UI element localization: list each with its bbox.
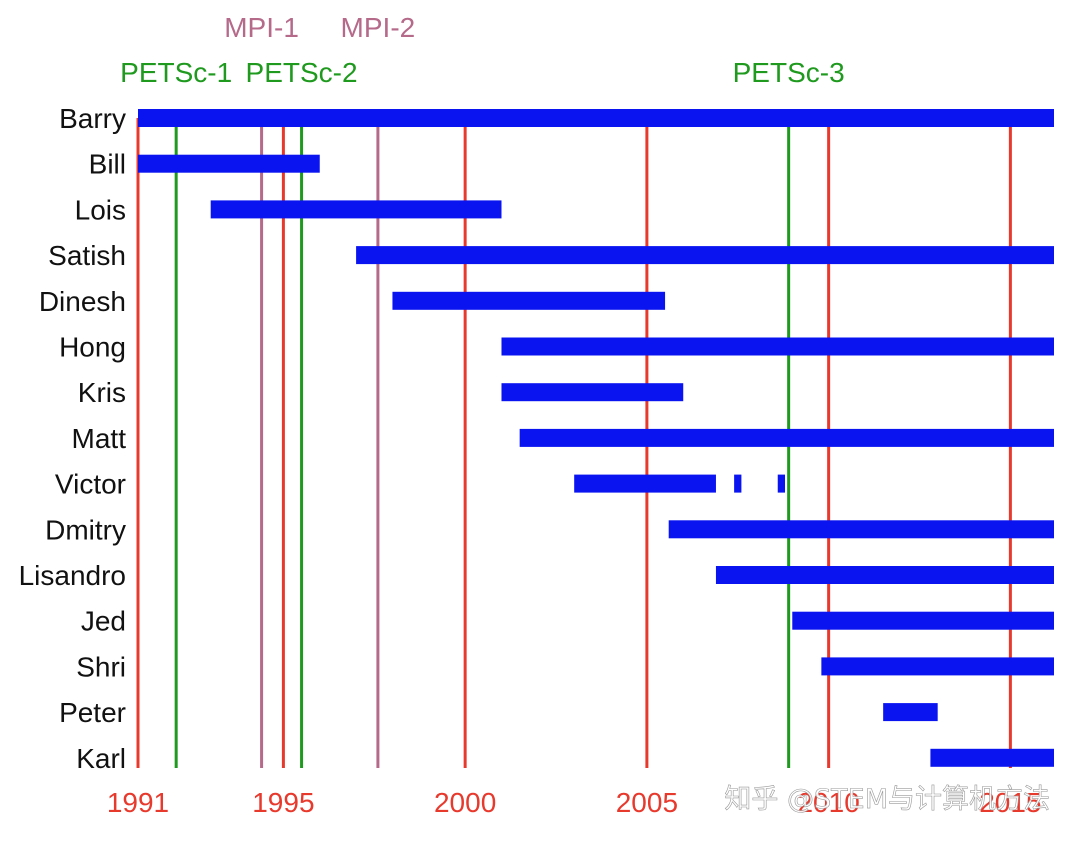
bar-jed xyxy=(792,611,1054,630)
bar-barry xyxy=(138,109,1054,127)
person-label: Jed xyxy=(81,606,126,637)
bar-satish xyxy=(356,246,1055,265)
year-tick-label: 2005 xyxy=(616,787,678,818)
person-label: Satish xyxy=(48,240,126,271)
bar-dinesh xyxy=(392,291,666,310)
person-label: Hong xyxy=(59,332,126,363)
year-tick-labels-group: 1991 1995 2000 2005 2010 2015 xyxy=(107,787,1042,818)
event-label-petsc-3: PETSc-3 xyxy=(733,57,845,88)
watermark-text: 知乎 @STEM与计算机方法 xyxy=(724,784,1050,815)
person-label: Lisandro xyxy=(19,560,126,591)
bar-hong xyxy=(501,337,1054,356)
bar-lisandro xyxy=(715,566,1054,584)
event-label-mpi-2: MPI-2 xyxy=(341,12,416,43)
person-label: Matt xyxy=(72,423,127,454)
person-label: Peter xyxy=(59,697,126,728)
bars-group xyxy=(138,109,1055,767)
bar-matt xyxy=(519,428,1054,447)
year-tick-label: 2015 xyxy=(979,787,1041,818)
event-label-petsc-1: PETSc-1 xyxy=(120,57,232,88)
bar-victor xyxy=(734,474,742,493)
event-labels-group: MPI-1 MPI-2 PETSc-1 PETSc-2 PETSc-3 xyxy=(120,12,845,88)
bar-lois xyxy=(210,200,502,219)
bar-victor xyxy=(777,474,786,493)
bar-kris xyxy=(501,383,684,402)
person-label: Victor xyxy=(55,469,126,500)
person-label: Dinesh xyxy=(39,286,126,317)
person-label: Shri xyxy=(76,651,126,682)
person-label: Dmitry xyxy=(45,514,126,545)
bar-peter xyxy=(883,703,938,722)
bar-karl xyxy=(930,748,1054,767)
year-tick-label: 2010 xyxy=(797,787,859,818)
year-tick-label: 1995 xyxy=(252,787,314,818)
person-label: Karl xyxy=(76,743,126,774)
bar-victor xyxy=(574,474,716,493)
person-label: Kris xyxy=(78,377,126,408)
year-tick-label: 2000 xyxy=(434,787,496,818)
person-label: Lois xyxy=(75,194,126,225)
person-label: Barry xyxy=(59,103,126,134)
person-label: Bill xyxy=(89,149,126,180)
bar-shri xyxy=(821,657,1054,676)
name-labels-group: Barry Bill Lois Satish Dinesh Hong Kris Matt Vic… xyxy=(19,103,127,774)
bar-dmitry xyxy=(668,520,1054,539)
event-label-petsc-2: PETSc-2 xyxy=(246,57,358,88)
bar-bill xyxy=(138,154,320,173)
year-tick-label: 1991 xyxy=(107,787,169,818)
event-label-mpi-1: MPI-1 xyxy=(224,12,299,43)
